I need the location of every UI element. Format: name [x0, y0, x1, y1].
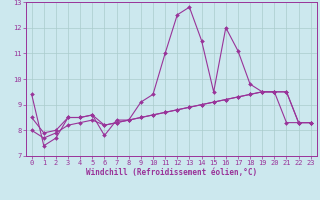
X-axis label: Windchill (Refroidissement éolien,°C): Windchill (Refroidissement éolien,°C) [86, 168, 257, 177]
